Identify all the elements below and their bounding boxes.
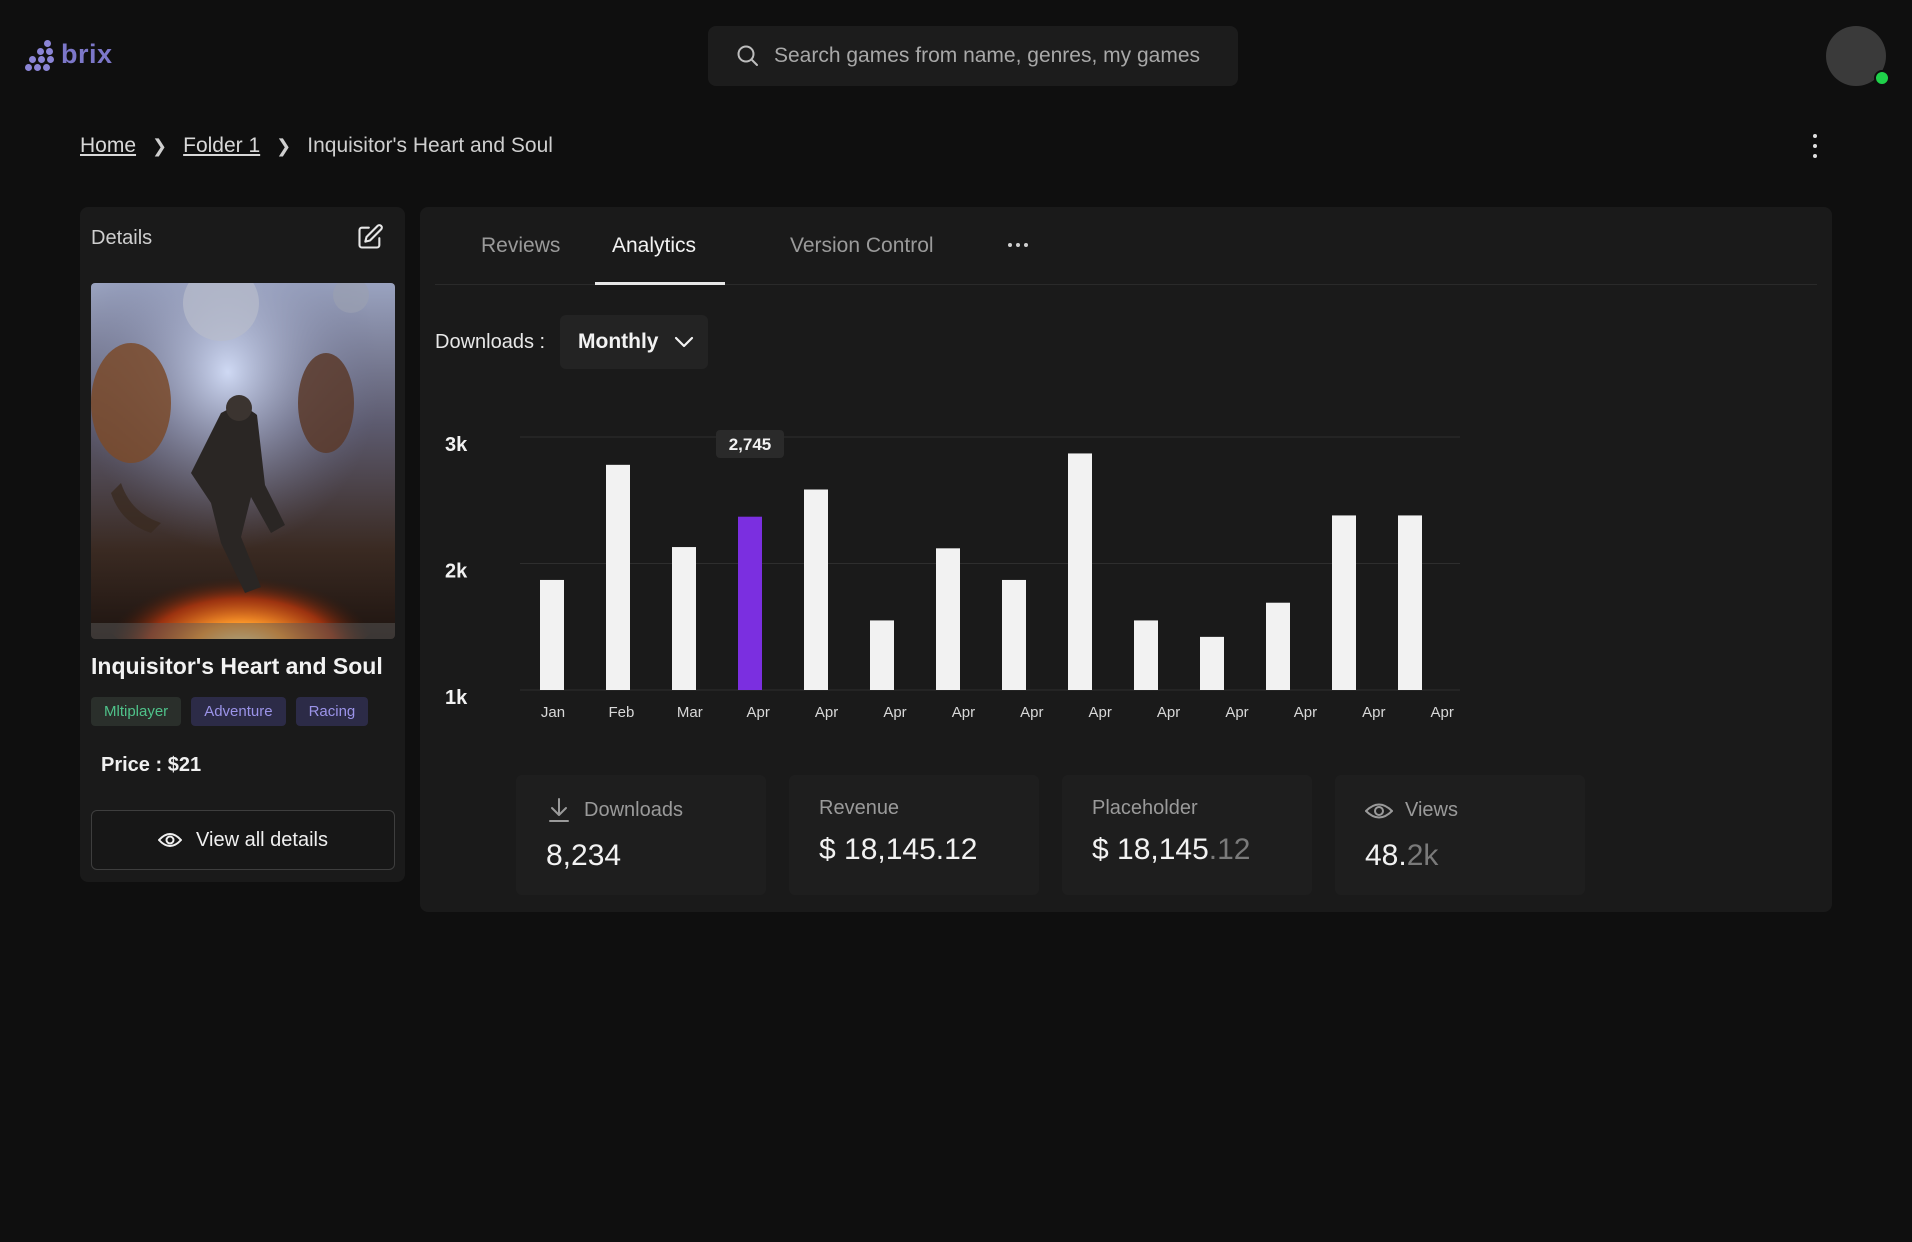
- genre-tags: Mltiplayer Adventure Racing: [91, 697, 369, 726]
- x-tick-label: Feb: [608, 704, 634, 721]
- breadcrumb-folder-link[interactable]: Folder 1: [183, 134, 261, 157]
- x-tick-label: Apr: [883, 704, 906, 721]
- stat-card-placeholder: Placeholder $ 18,145.12: [1062, 775, 1312, 895]
- chevron-right-icon: ❯: [152, 135, 168, 156]
- x-tick-label: Apr: [952, 704, 975, 721]
- breadcrumb-current: Inquisitor's Heart and Soul: [307, 134, 553, 157]
- y-tick-label: 2k: [445, 561, 468, 583]
- edit-icon[interactable]: [356, 223, 384, 251]
- stat-card-downloads: Downloads 8,234: [516, 775, 766, 895]
- y-tick-label: 3k: [445, 434, 468, 456]
- x-tick-label: Apr: [1225, 704, 1248, 721]
- search-icon: [737, 45, 758, 66]
- x-tick-label: Apr: [815, 704, 838, 721]
- x-tick-label: Apr: [1362, 704, 1385, 721]
- eye-icon: [158, 833, 183, 847]
- chart-bar[interactable]: [606, 464, 630, 690]
- more-options-icon[interactable]: [1808, 134, 1822, 158]
- chart-bar[interactable]: [540, 579, 564, 690]
- active-tab-underline: [595, 282, 725, 285]
- tab-analytics[interactable]: Analytics: [612, 234, 697, 257]
- chart-bar[interactable]: [738, 516, 762, 690]
- tag-multiplayer[interactable]: Mltiplayer: [91, 697, 182, 726]
- tag-racing[interactable]: Racing: [295, 697, 369, 726]
- chart-bar[interactable]: [1200, 636, 1224, 690]
- tab-reviews[interactable]: Reviews: [481, 234, 561, 257]
- brix-logo[interactable]: brix: [25, 38, 113, 71]
- chart-bar[interactable]: [870, 620, 894, 690]
- chart-bar[interactable]: [1002, 579, 1026, 690]
- search-input[interactable]: [774, 44, 1238, 68]
- view-all-details-label: View all details: [196, 828, 328, 851]
- bar-tooltip: 2,745: [716, 430, 784, 458]
- details-title: Details: [91, 227, 153, 249]
- more-tabs-icon[interactable]: [1008, 243, 1028, 247]
- chevron-down-icon: [675, 336, 694, 348]
- x-tick-label: Apr: [1089, 704, 1112, 721]
- downloads-period-value: Monthly: [578, 330, 659, 353]
- tab-version-control[interactable]: Version Control: [790, 234, 934, 257]
- logo-dots-icon: [25, 38, 55, 71]
- downloads-period-select[interactable]: Monthly: [560, 315, 708, 369]
- tag-adventure[interactable]: Adventure: [191, 697, 286, 726]
- x-tick-label: Apr: [1294, 704, 1317, 721]
- tab-bar: Reviews Analytics Version Control: [435, 207, 1817, 285]
- stat-label: Revenue: [819, 797, 900, 819]
- stat-label: Downloads: [584, 799, 683, 821]
- chart-bar[interactable]: [936, 548, 960, 690]
- online-status-dot: [1874, 70, 1890, 86]
- stat-card-views: Views 48.2k: [1335, 775, 1585, 895]
- analytics-panel: Reviews Analytics Version Control Downlo…: [420, 207, 1832, 912]
- stat-value: 48.2k: [1365, 839, 1439, 872]
- chart-bar[interactable]: [804, 489, 828, 690]
- view-all-details-button[interactable]: View all details: [91, 810, 395, 870]
- chart-bar[interactable]: [1398, 515, 1422, 690]
- x-tick-label: Apr: [747, 704, 770, 721]
- search-bar[interactable]: [708, 26, 1238, 86]
- stat-label: Views: [1405, 799, 1458, 821]
- stat-label: Placeholder: [1092, 797, 1198, 819]
- game-cover-image: [91, 283, 395, 639]
- logo-text: brix: [61, 38, 113, 69]
- price-label: Price: [101, 754, 150, 776]
- stat-value: 8,234: [546, 839, 622, 872]
- downloads-filter-label: Downloads :: [435, 331, 546, 353]
- stat-value: $ 18,145.12: [819, 833, 978, 866]
- details-panel: Details: [80, 207, 405, 882]
- breadcrumb-home-link[interactable]: Home: [80, 134, 137, 157]
- game-title: Inquisitor's Heart and Soul: [91, 653, 383, 679]
- stat-value: $ 18,145.12: [1092, 833, 1251, 866]
- chart-bar[interactable]: [1332, 515, 1356, 690]
- x-tick-label: Apr: [1157, 704, 1180, 721]
- x-tick-label: Mar: [677, 704, 703, 721]
- tooltip-value: 2,745: [729, 435, 772, 454]
- chart-bar[interactable]: [1068, 453, 1092, 690]
- download-icon: [549, 798, 569, 822]
- chart-bar[interactable]: [1266, 602, 1290, 690]
- avatar[interactable]: [1826, 26, 1890, 86]
- price: Price : $21: [101, 754, 201, 777]
- stat-card-revenue: Revenue $ 18,145.12: [789, 775, 1039, 895]
- chart-bar[interactable]: [1134, 620, 1158, 690]
- eye-icon: [1365, 803, 1393, 819]
- chart-bar[interactable]: [672, 547, 696, 690]
- breadcrumb: Home ❯ Folder 1 ❯ Inquisitor's Heart and…: [80, 134, 553, 158]
- x-tick-label: Apr: [1020, 704, 1043, 721]
- y-tick-label: 1k: [445, 687, 468, 709]
- downloads-bar-chart: 3k 2k 1k Jan Feb Mar Apr Apr Apr Apr Apr Apr Apr Apr A…: [445, 430, 1460, 721]
- x-tick-label: Apr: [1431, 704, 1454, 721]
- price-value: : $21: [155, 754, 202, 776]
- chevron-right-icon: ❯: [276, 135, 292, 156]
- x-tick-label: Jan: [541, 704, 565, 721]
